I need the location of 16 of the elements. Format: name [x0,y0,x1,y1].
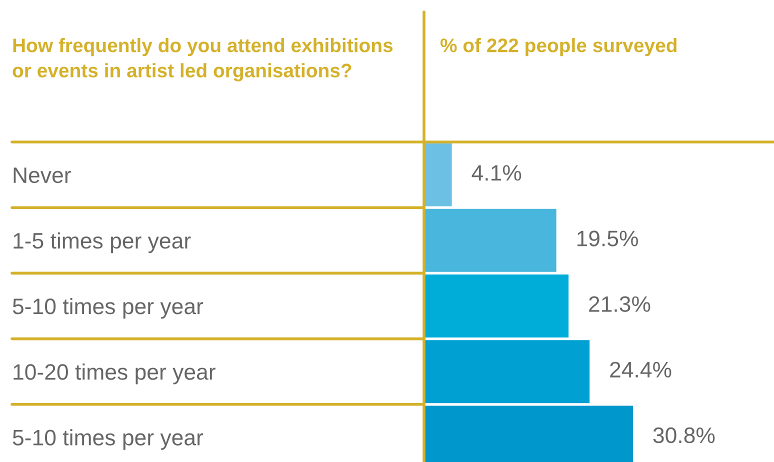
bar [424,143,452,206]
bar [424,340,590,404]
bar [424,274,569,338]
y-axis-title: How frequently do you attend exhibitions or events in artist led organisations? [12,38,393,82]
data-label: 30.8% [653,427,715,444]
data-label: 21.3% [589,296,650,312]
data-label: 24.4% [610,362,672,378]
data-label: 19.5% [577,230,638,246]
y-tick-label: 5-10 times per year [12,429,204,450]
y-tick-label: 5-10 times per year [12,298,204,319]
y-tick-label: 10-20 times per year [14,364,216,384]
y-tick-label: Never [14,168,71,184]
bar [424,208,556,272]
data-label: 4.1% [472,165,522,181]
x-axis-title: % of 222 people surveyed [440,38,676,56]
y-tick-label: 1-5 times per year [14,232,191,254]
